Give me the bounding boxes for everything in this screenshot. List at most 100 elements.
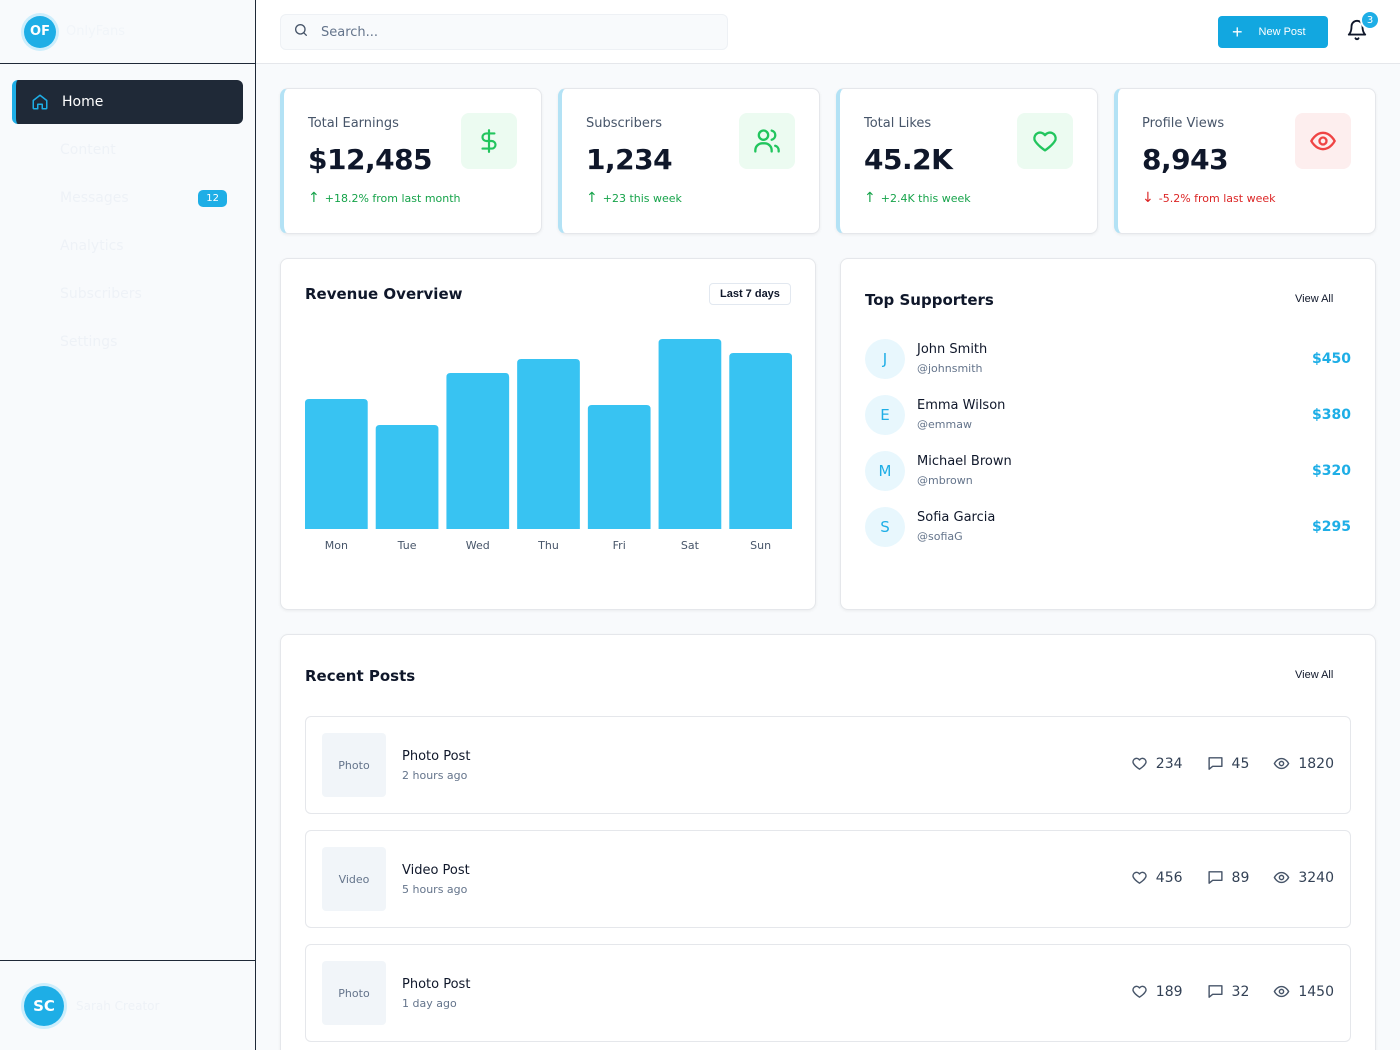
comments-metric: 89 bbox=[1207, 869, 1249, 886]
supporter-handle: @sofiaG bbox=[917, 530, 963, 543]
revenue-panel: Revenue Overview Last 7 days Mon Tue Wed Th… bbox=[280, 258, 816, 610]
stat-value: 8,943 bbox=[1142, 143, 1229, 176]
new-post-button[interactable]: + New Post bbox=[1218, 16, 1328, 48]
range-select-button[interactable]: Last 7 days bbox=[709, 283, 791, 305]
comment-icon bbox=[1207, 871, 1223, 884]
bell-icon[interactable] bbox=[1346, 18, 1372, 46]
stat-change: ↓ -5.2% from last week bbox=[1142, 190, 1275, 206]
sidebar-item-label: Content bbox=[60, 142, 116, 158]
supporter-name: Emma Wilson bbox=[917, 398, 1006, 413]
eye-icon bbox=[1273, 871, 1290, 884]
supporters-panel: Top Supporters View All J John Smith @jo… bbox=[840, 258, 1376, 610]
post-row[interactable]: Photo Photo Post 1 day ago 189 32 1450 bbox=[305, 944, 1351, 1042]
sidebar-item-settings[interactable]: Settings bbox=[12, 320, 243, 364]
post-title: Photo Post bbox=[402, 977, 471, 992]
views-count: 1820 bbox=[1298, 755, 1334, 772]
dollar-icon bbox=[461, 113, 517, 169]
content-icon bbox=[28, 140, 48, 160]
stat-label: Total Likes bbox=[864, 116, 932, 131]
revenue-bar-tue[interactable] bbox=[375, 425, 439, 529]
revenue-title: Revenue Overview bbox=[305, 285, 463, 303]
supporter-row[interactable]: S Sofia Garcia @sofiaG $295 bbox=[865, 507, 1351, 547]
search-input[interactable] bbox=[321, 24, 701, 40]
revenue-bar-mon[interactable] bbox=[305, 399, 368, 529]
stat-change-text: +23 this week bbox=[602, 191, 682, 205]
stat-label: Subscribers bbox=[586, 116, 662, 131]
supporter-name: Michael Brown bbox=[917, 454, 1012, 469]
arrow-down-icon: ↓ bbox=[1142, 190, 1154, 206]
supporter-avatar: E bbox=[865, 395, 905, 435]
eye-icon bbox=[1273, 985, 1290, 998]
sidebar-user[interactable]: SC Sarah Creator bbox=[0, 960, 255, 1050]
sidebar-item-label: Subscribers bbox=[60, 286, 142, 302]
stat-change: ↑ +18.2% from last month bbox=[308, 190, 461, 206]
views-count: 3240 bbox=[1298, 869, 1334, 886]
x-tick-label: Sun bbox=[750, 539, 771, 552]
brand-name: OnlyFans bbox=[66, 24, 126, 39]
stat-card-subscribers: Subscribers 1,234 ↑ +23 this week bbox=[558, 88, 820, 234]
users-icon bbox=[739, 113, 795, 169]
supporter-name: John Smith bbox=[917, 342, 988, 357]
sidebar-item-label: Home bbox=[62, 94, 104, 110]
likes-metric: 456 bbox=[1131, 869, 1183, 886]
sidebar-item-subscribers[interactable]: Subscribers bbox=[12, 272, 243, 316]
supporter-row[interactable]: E Emma Wilson @emmaw $380 bbox=[865, 395, 1351, 435]
views-count: 1450 bbox=[1298, 983, 1334, 1000]
search-box[interactable] bbox=[280, 14, 728, 50]
revenue-bar-wed[interactable] bbox=[446, 373, 510, 529]
likes-count: 456 bbox=[1155, 869, 1183, 886]
post-title: Photo Post bbox=[402, 749, 471, 764]
sidebar-item-home[interactable]: Home bbox=[12, 80, 243, 124]
post-time: 1 day ago bbox=[402, 997, 457, 1010]
likes-metric: 189 bbox=[1131, 983, 1183, 1000]
post-metrics: 234 45 1820 bbox=[1107, 755, 1334, 772]
message-icon bbox=[28, 188, 48, 208]
likes-metric: 234 bbox=[1131, 755, 1183, 772]
supporter-handle: @mbrown bbox=[917, 474, 973, 487]
users-icon bbox=[28, 284, 48, 304]
eye-icon bbox=[1273, 757, 1290, 770]
comment-icon bbox=[1207, 757, 1223, 770]
avatar[interactable]: SC bbox=[24, 985, 64, 1026]
stat-change-text: -5.2% from last week bbox=[1158, 191, 1276, 205]
revenue-bar-fri[interactable] bbox=[587, 405, 651, 529]
chart-icon bbox=[28, 236, 48, 256]
posts-view-all-link[interactable]: View All bbox=[1295, 669, 1334, 681]
arrow-up-icon: ↑ bbox=[586, 190, 598, 206]
supporter-amount: $295 bbox=[1312, 519, 1351, 535]
supporter-handle: @johnsmith bbox=[917, 362, 983, 375]
post-time: 2 hours ago bbox=[402, 769, 468, 782]
top-header: + New Post 3 bbox=[256, 0, 1400, 64]
likes-count: 234 bbox=[1155, 755, 1183, 772]
supporter-row[interactable]: M Michael Brown @mbrown $320 bbox=[865, 451, 1351, 491]
revenue-bar-sat[interactable] bbox=[658, 339, 722, 529]
revenue-bar-sun[interactable] bbox=[729, 353, 792, 529]
stat-label: Total Earnings bbox=[308, 116, 399, 131]
sidebar-item-messages[interactable]: Messages 12 bbox=[12, 176, 243, 220]
brand-logo[interactable]: OF bbox=[24, 15, 56, 48]
supporters-view-all-link[interactable]: View All bbox=[1295, 293, 1334, 305]
post-row[interactable]: Photo Photo Post 2 hours ago 234 45 1820 bbox=[305, 716, 1351, 814]
stat-card-views: Profile Views 8,943 ↓ -5.2% from last wee… bbox=[1114, 88, 1376, 234]
supporter-amount: $380 bbox=[1312, 407, 1351, 423]
sidebar-item-analytics[interactable]: Analytics bbox=[12, 224, 243, 268]
sidebar-item-content[interactable]: Content bbox=[12, 128, 243, 172]
stat-value: 1,234 bbox=[586, 143, 673, 176]
revenue-bar-chart: Mon Tue Wed Thu Fri Sat Sun bbox=[305, 339, 792, 552]
post-row[interactable]: Video Video Post 5 hours ago 456 89 3240 bbox=[305, 830, 1351, 928]
notification-badge: 3 bbox=[1360, 10, 1380, 30]
comments-count: 32 bbox=[1231, 983, 1250, 1000]
x-tick-label: Tue bbox=[397, 539, 417, 552]
comments-count: 45 bbox=[1231, 755, 1250, 772]
stat-change: ↑ +2.4K this week bbox=[864, 190, 971, 206]
post-time: 5 hours ago bbox=[402, 883, 468, 896]
supporter-avatar: S bbox=[865, 507, 905, 547]
sidebar-nav: Home Content Messages 12 Analytics Subsc… bbox=[0, 64, 255, 384]
supporter-avatar: J bbox=[865, 339, 905, 379]
messages-count-badge: 12 bbox=[198, 189, 227, 207]
recent-posts-panel: Recent Posts View All Photo Photo Post 2… bbox=[280, 634, 1376, 1050]
revenue-bar-thu[interactable] bbox=[517, 359, 580, 529]
post-thumbnail: Video bbox=[322, 847, 386, 911]
x-tick-label: Sat bbox=[681, 539, 700, 552]
supporter-row[interactable]: J John Smith @johnsmith $450 bbox=[865, 339, 1351, 379]
